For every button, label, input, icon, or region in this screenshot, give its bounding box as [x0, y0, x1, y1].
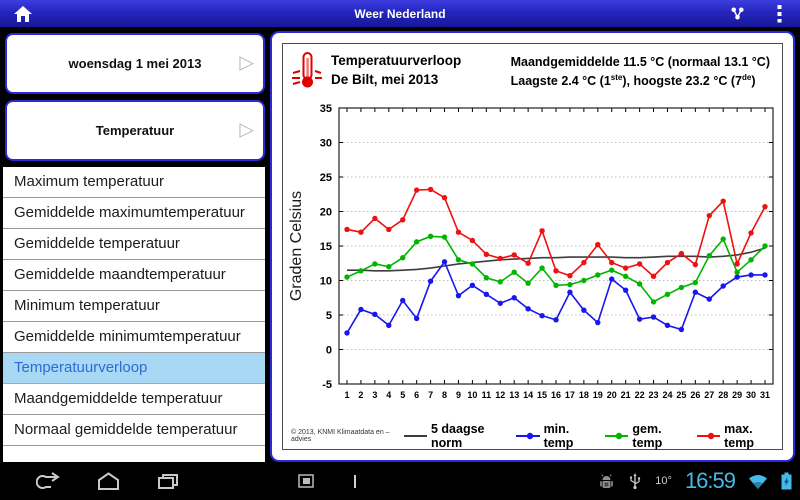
home-icon: [14, 5, 32, 22]
svg-text:1: 1: [344, 390, 349, 400]
list-item[interactable]: Gemiddelde maandtemperatuur: [3, 260, 265, 291]
recent-apps-icon: [158, 473, 178, 489]
list-item[interactable]: Temperatuurverloop: [3, 353, 265, 384]
svg-text:31: 31: [760, 390, 770, 400]
svg-text:21: 21: [621, 390, 631, 400]
overflow-menu-button[interactable]: [758, 0, 800, 27]
svg-text:26: 26: [690, 390, 700, 400]
thermometer-icon: [292, 52, 322, 88]
svg-text:17: 17: [565, 390, 575, 400]
svg-text:13: 13: [509, 390, 519, 400]
svg-text:15: 15: [320, 241, 332, 253]
svg-text:20: 20: [607, 390, 617, 400]
battery-charging-icon: [781, 472, 792, 490]
stat-min-max: Laagste 2.4 °C (1ste), hoogste 23.2 °C (…: [510, 73, 756, 89]
list-item[interactable]: Gemiddelde temperatuur: [3, 229, 265, 260]
list-item[interactable]: Normaal gemiddelde temperatuur: [3, 415, 265, 446]
svg-text:28: 28: [718, 390, 728, 400]
svg-text:5: 5: [326, 310, 332, 322]
svg-text:2: 2: [358, 390, 363, 400]
system-navigation-bar: 10° 16:59: [0, 462, 800, 500]
back-icon: [36, 472, 60, 489]
svg-text:9: 9: [456, 390, 461, 400]
svg-text:10: 10: [320, 276, 332, 288]
home-nav-icon: [97, 472, 119, 490]
home-nav-button[interactable]: [78, 462, 138, 500]
content-area: woensdag 1 mei 2013 ▷ Temperatuur ▷ Maxi…: [0, 27, 800, 462]
share-icon: [730, 7, 744, 20]
svg-text:11: 11: [482, 390, 492, 400]
legend-item: min. temp: [515, 422, 591, 450]
svg-text:30: 30: [320, 138, 332, 150]
svg-text:3: 3: [372, 390, 377, 400]
list-item[interactable]: Gemiddelde minimumtemperatuur: [3, 322, 265, 353]
legend-item: max. temp: [696, 422, 774, 450]
svg-text:Graden Celsius: Graden Celsius: [288, 191, 305, 301]
sidebar: woensdag 1 mei 2013 ▷ Temperatuur ▷ Maxi…: [0, 27, 268, 462]
svg-text:19: 19: [593, 390, 603, 400]
home-button[interactable]: [0, 0, 46, 27]
svg-text:8: 8: [442, 390, 447, 400]
list-item[interactable]: Maandgemiddelde temperatuur: [3, 384, 265, 415]
chevron-right-icon: ▷: [239, 119, 254, 141]
chart-title: Temperatuurverloop: [331, 53, 462, 68]
svg-text:27: 27: [704, 390, 714, 400]
notification-divider: [354, 474, 356, 488]
chart-subtitle: De Bilt, mei 2013: [331, 72, 439, 87]
list-item[interactable]: Maximum temperatuur: [3, 167, 265, 198]
usb-connected-icon: [630, 473, 641, 490]
usb-debugging-icon: [600, 473, 614, 488]
svg-text:0: 0: [326, 345, 332, 357]
chart-box: Temperatuurverloop De Bilt, mei 2013 Maa…: [282, 43, 783, 450]
top-action-bar: Weer Nederland: [0, 0, 800, 27]
svg-text:10: 10: [467, 390, 477, 400]
svg-text:-5: -5: [322, 379, 332, 391]
legend-item: gem. temp: [604, 422, 683, 450]
stat-month-average: Maandgemiddelde 11.5 °C (normaal 13.1 °C…: [510, 55, 770, 69]
svg-text:12: 12: [495, 390, 505, 400]
svg-text:15: 15: [537, 390, 547, 400]
svg-text:7: 7: [428, 390, 433, 400]
svg-text:30: 30: [746, 390, 756, 400]
list-item[interactable]: Minimum temperatuur: [3, 291, 265, 322]
chart-legend: 5 daagse norm min. temp gem. temp max. temp: [403, 422, 774, 450]
date-picker-label: woensdag 1 mei 2013: [68, 56, 202, 71]
category-picker-label: Temperatuur: [95, 123, 175, 138]
wifi-icon: [749, 474, 767, 489]
svg-text:24: 24: [662, 390, 672, 400]
svg-text:14: 14: [523, 390, 533, 400]
svg-text:35: 35: [320, 103, 332, 115]
svg-text:29: 29: [732, 390, 742, 400]
status-cluster[interactable]: 10° 16:59: [598, 468, 800, 494]
svg-text:4: 4: [386, 390, 391, 400]
temperature-list: Maximum temperatuur Gemiddelde maximumtem…: [3, 167, 265, 462]
chart-panel: Temperatuurverloop De Bilt, mei 2013 Maa…: [270, 31, 795, 462]
svg-text:20: 20: [320, 207, 332, 219]
outdoor-temperature: 10°: [655, 475, 672, 487]
list-item[interactable]: Gemiddelde maximumtemperatuur: [3, 198, 265, 229]
app-title: Weer Nederland: [354, 6, 446, 21]
overflow-menu-icon: [777, 5, 781, 23]
date-picker-button[interactable]: woensdag 1 mei 2013 ▷: [5, 33, 265, 94]
list-item-partial[interactable]: [3, 446, 265, 462]
svg-text:16: 16: [551, 390, 561, 400]
chevron-right-icon: ▷: [239, 52, 254, 74]
svg-text:25: 25: [676, 390, 686, 400]
legend-item: 5 daagse norm: [403, 422, 485, 450]
svg-text:18: 18: [579, 390, 589, 400]
svg-text:6: 6: [414, 390, 419, 400]
clock: 16:59: [684, 468, 736, 493]
category-picker-button[interactable]: Temperatuur ▷: [5, 100, 265, 161]
svg-text:25: 25: [320, 172, 332, 184]
chart-copyright: © 2013, KNMI Klimaatdata en –advies: [291, 429, 390, 443]
recent-apps-button[interactable]: [138, 462, 198, 500]
share-button[interactable]: [716, 0, 758, 27]
svg-text:23: 23: [649, 390, 659, 400]
svg-text:22: 22: [635, 390, 645, 400]
svg-text:5: 5: [400, 390, 405, 400]
screenshot-notification-icon[interactable]: [298, 474, 314, 488]
back-button[interactable]: [18, 462, 78, 500]
